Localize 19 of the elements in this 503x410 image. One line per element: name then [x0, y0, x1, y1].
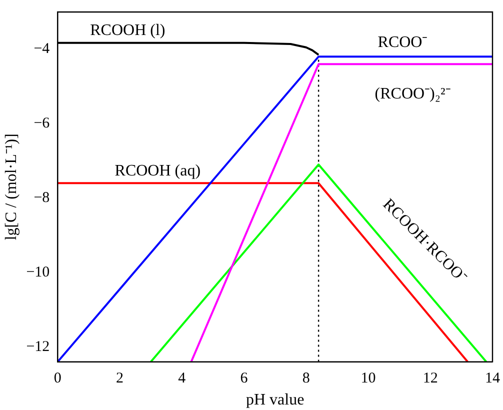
series-label: RCOOH (aq) — [114, 162, 201, 180]
x-tick-label: 10 — [360, 370, 376, 387]
y-tick-label: −4 — [34, 41, 50, 58]
x-tick-label: 12 — [422, 370, 438, 387]
x-tick-label: 8 — [302, 370, 310, 387]
y-tick-label: −12 — [26, 338, 50, 355]
series-label: RCOOH (l) — [90, 22, 166, 40]
y-tick-label: −10 — [26, 264, 50, 280]
x-tick-label: 2 — [116, 370, 124, 387]
x-tick-label: 0 — [54, 370, 62, 387]
series-label: (RCOO⁻)₂²⁻ — [374, 85, 450, 102]
x-axis-title: pH value — [246, 392, 304, 409]
x-tick-label: 6 — [240, 370, 248, 387]
y-tick-label: −6 — [34, 116, 50, 132]
x-tick-label: 4 — [178, 370, 186, 387]
x-tick-label: 14 — [485, 370, 500, 387]
y-axis-title: lg[C / (mol·L⁻¹)] — [2, 134, 20, 240]
y-tick-label: −8 — [34, 190, 50, 206]
series-label: RCOO⁻ — [378, 34, 428, 51]
